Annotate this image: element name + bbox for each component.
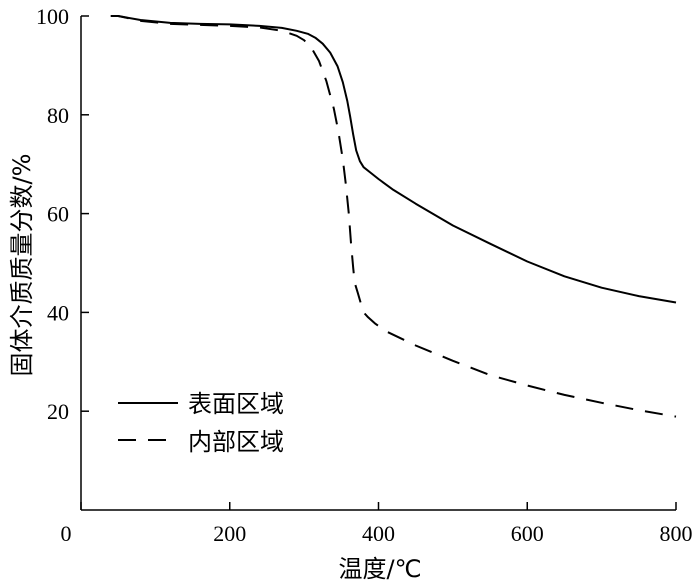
x-tick-label: 0 <box>61 521 72 546</box>
legend: 表面区域 内部区域 <box>118 390 284 456</box>
y-tick-label: 100 <box>36 4 69 29</box>
series-line-surface <box>110 15 677 304</box>
y-tick-label: 20 <box>47 399 69 424</box>
x-axis-label: 温度/℃ <box>338 555 421 583</box>
legend-label-interior: 内部区域 <box>188 428 284 456</box>
axis-ticks: 0 200 400 600 800 20 40 60 80 100 <box>36 4 693 546</box>
legend-label-surface: 表面区域 <box>188 390 284 418</box>
y-tick-label: 60 <box>47 202 69 227</box>
y-tick-label: 80 <box>47 103 69 128</box>
x-tick-label: 200 <box>213 521 246 546</box>
x-tick-label: 600 <box>511 521 544 546</box>
series-line-interior <box>110 15 677 418</box>
x-tick-label: 800 <box>660 521 693 546</box>
axes <box>80 16 676 511</box>
series-lines <box>110 15 677 418</box>
y-axis-label: 固体介质质量分数/% <box>8 154 36 377</box>
y-tick-label: 40 <box>47 300 69 325</box>
x-tick-label: 400 <box>362 521 395 546</box>
